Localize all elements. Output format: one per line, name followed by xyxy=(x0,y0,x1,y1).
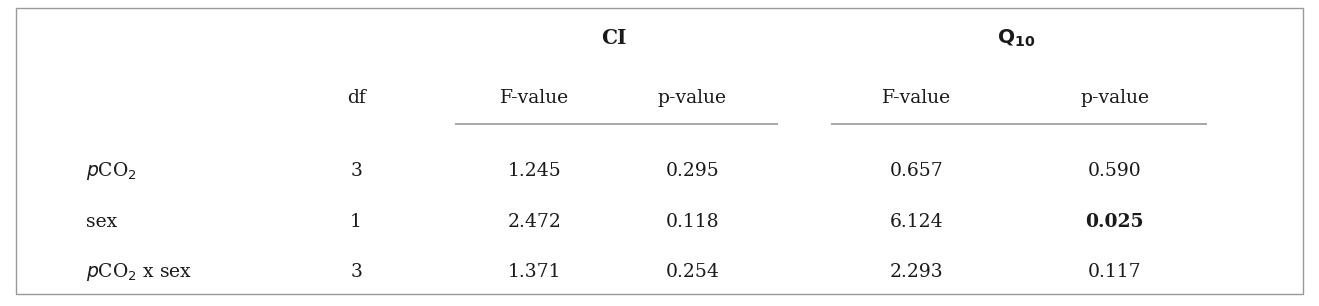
Text: 0.295: 0.295 xyxy=(666,162,719,180)
Text: 1.371: 1.371 xyxy=(508,263,561,281)
Text: $\mathbf{Q}_{\mathbf{10}}$: $\mathbf{Q}_{\mathbf{10}}$ xyxy=(997,28,1034,49)
Text: 0.590: 0.590 xyxy=(1088,162,1141,180)
Text: CI: CI xyxy=(600,28,627,48)
Text: $\it{p}$CO$_2$ x sex: $\it{p}$CO$_2$ x sex xyxy=(86,261,193,283)
Text: F-value: F-value xyxy=(500,89,568,107)
Text: 0.657: 0.657 xyxy=(890,162,943,180)
Text: 2.293: 2.293 xyxy=(890,263,943,281)
Text: 1.245: 1.245 xyxy=(508,162,561,180)
Text: p-value: p-value xyxy=(658,89,727,107)
Text: p-value: p-value xyxy=(1080,89,1149,107)
FancyBboxPatch shape xyxy=(16,8,1303,294)
Text: 0.117: 0.117 xyxy=(1088,263,1141,281)
Text: 0.118: 0.118 xyxy=(666,213,719,231)
Text: 2.472: 2.472 xyxy=(508,213,561,231)
Text: 3: 3 xyxy=(350,263,363,281)
Text: sex: sex xyxy=(86,213,117,231)
Text: 0.254: 0.254 xyxy=(666,263,719,281)
Text: $\it{p}$CO$_2$: $\it{p}$CO$_2$ xyxy=(86,160,137,182)
Text: F-value: F-value xyxy=(882,89,951,107)
Text: 1: 1 xyxy=(350,213,363,231)
Text: df: df xyxy=(347,89,365,107)
Text: 3: 3 xyxy=(350,162,363,180)
Text: 6.124: 6.124 xyxy=(890,213,943,231)
Text: 0.025: 0.025 xyxy=(1086,213,1144,231)
